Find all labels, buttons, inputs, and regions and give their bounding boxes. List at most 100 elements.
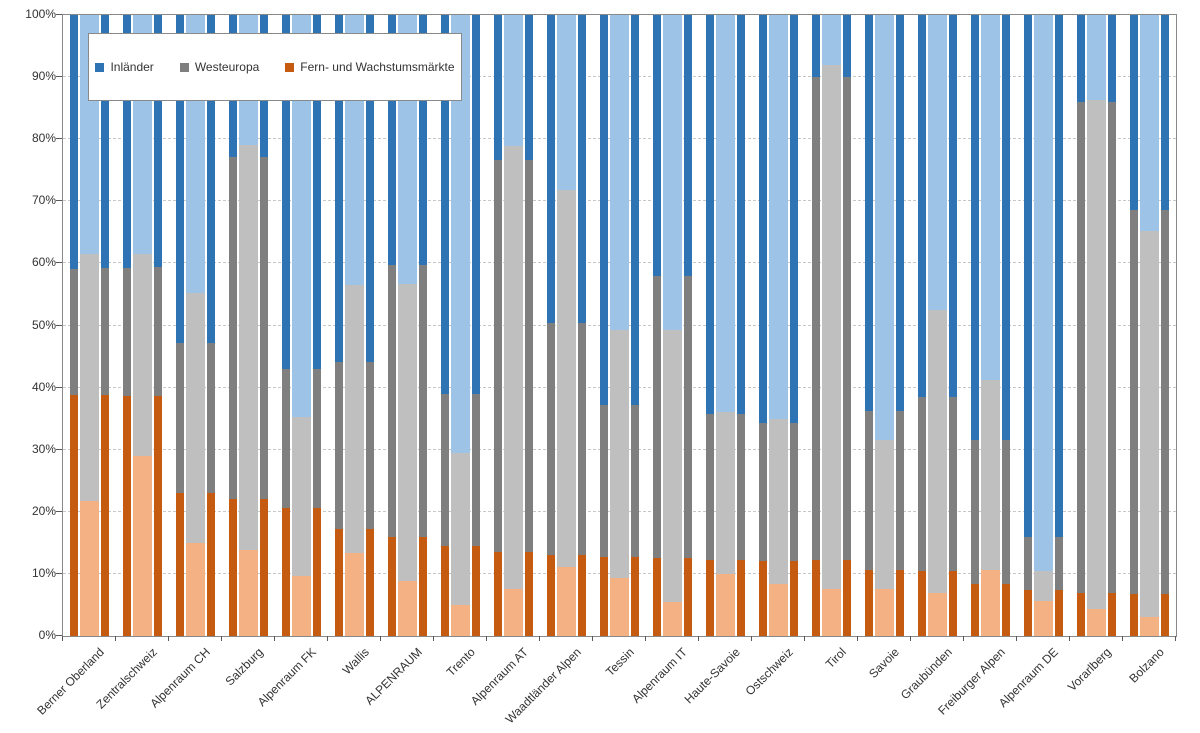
segment-inl bbox=[822, 15, 841, 66]
segment-fern bbox=[1034, 601, 1053, 636]
segment-fern bbox=[918, 571, 926, 636]
y-tick-mark-60 bbox=[56, 262, 62, 264]
segment-inl bbox=[1055, 15, 1063, 537]
segment-inl bbox=[865, 15, 873, 412]
segment-fern bbox=[1130, 593, 1138, 636]
bar-Bolzano-1 bbox=[1130, 15, 1138, 636]
segment-inl bbox=[706, 15, 714, 414]
segment-inl bbox=[949, 15, 957, 397]
segment-inl bbox=[1140, 15, 1159, 231]
segment-fern bbox=[1024, 590, 1032, 636]
bar-Berner Oberland-2 bbox=[80, 15, 99, 636]
segment-fern bbox=[1087, 608, 1106, 636]
segment-west bbox=[239, 145, 258, 551]
segment-inl bbox=[1108, 15, 1116, 102]
bar-Freiburger Alpen-3 bbox=[1002, 15, 1010, 636]
bar-Haute-Savoie-3 bbox=[737, 15, 745, 636]
bar-Wallis-2 bbox=[345, 15, 364, 636]
segment-inl bbox=[981, 15, 1000, 381]
segment-inl bbox=[971, 15, 979, 440]
segment-fern bbox=[578, 554, 586, 636]
segment-west bbox=[525, 160, 533, 552]
segment-inl bbox=[366, 15, 374, 362]
segment-fern bbox=[600, 556, 608, 636]
bar-Haute-Savoie-1 bbox=[706, 15, 714, 636]
x-tick-mark-14 bbox=[804, 636, 805, 641]
bar-Salzburg-3 bbox=[260, 15, 268, 636]
segment-west bbox=[706, 413, 714, 561]
x-tick-mark-2 bbox=[168, 636, 169, 641]
segment-fern bbox=[176, 493, 184, 636]
segment-inl bbox=[335, 15, 343, 362]
segment-west bbox=[822, 65, 841, 589]
y-tick-mark-20 bbox=[56, 510, 62, 512]
segment-fern bbox=[1108, 593, 1116, 636]
y-tick-mark-10 bbox=[56, 572, 62, 574]
x-tick-mark-7 bbox=[433, 636, 434, 641]
bar-Graubünden-1 bbox=[918, 15, 926, 636]
segment-inl bbox=[292, 15, 311, 417]
segment-west bbox=[229, 156, 237, 500]
segment-west bbox=[260, 156, 268, 500]
segment-inl bbox=[663, 15, 682, 331]
segment-inl bbox=[769, 15, 788, 419]
segment-fern bbox=[441, 545, 449, 636]
segment-west bbox=[176, 342, 184, 494]
bar-Salzburg-1 bbox=[229, 15, 237, 636]
segment-west bbox=[80, 254, 99, 501]
legend-swatch-icon bbox=[285, 62, 295, 72]
bar-Zentralschweiz-3 bbox=[154, 15, 162, 636]
segment-west bbox=[1108, 101, 1116, 594]
bar-Wallis-3 bbox=[366, 15, 374, 636]
segment-inl bbox=[1161, 15, 1169, 211]
legend-item-Westeuropa: Westeuropa bbox=[179, 60, 259, 74]
x-tick-mark-21 bbox=[1175, 636, 1176, 641]
bar-Zentralschweiz-1 bbox=[123, 15, 131, 636]
segment-fern bbox=[101, 395, 109, 636]
segment-west bbox=[419, 264, 427, 537]
bar-Tirol-2 bbox=[822, 15, 841, 636]
segment-fern bbox=[759, 561, 767, 636]
segment-west bbox=[345, 284, 364, 554]
x-tick-mark-8 bbox=[486, 636, 487, 641]
segment-fern bbox=[398, 581, 417, 636]
segment-inl bbox=[207, 15, 215, 343]
y-tick-mark-50 bbox=[56, 324, 62, 326]
segment-fern bbox=[335, 528, 343, 636]
bar-group-Alpenraum AT bbox=[487, 15, 540, 636]
segment-inl bbox=[525, 15, 533, 161]
bar-Bolzano-2 bbox=[1140, 15, 1159, 636]
bar-group-Vorarlberg bbox=[1070, 15, 1123, 636]
segment-inl bbox=[737, 15, 745, 414]
legend-swatch-icon bbox=[179, 62, 189, 72]
x-tick-mark-19 bbox=[1069, 636, 1070, 641]
segment-fern bbox=[451, 604, 470, 636]
x-tick-mark-18 bbox=[1016, 636, 1017, 641]
bar-ALPENRAUM-1 bbox=[388, 15, 396, 636]
bar-Wallis-1 bbox=[335, 15, 343, 636]
y-tick-label-70: 70% bbox=[31, 193, 56, 208]
segment-west bbox=[70, 269, 78, 396]
x-tick-mark-9 bbox=[539, 636, 540, 641]
segment-inl bbox=[610, 15, 629, 330]
segment-inl bbox=[790, 15, 798, 424]
y-tick-mark-80 bbox=[56, 138, 62, 140]
bar-Bolzano-3 bbox=[1161, 15, 1169, 636]
segment-west bbox=[547, 323, 555, 555]
bar-ALPENRAUM-3 bbox=[419, 15, 427, 636]
bar-Ostschweiz-1 bbox=[759, 15, 767, 636]
segment-inl bbox=[504, 15, 523, 147]
bar-Alpenraum FK-3 bbox=[313, 15, 321, 636]
bar-Waadtländer Alpen-2 bbox=[557, 15, 576, 636]
segment-fern bbox=[716, 573, 735, 636]
bar-group-ALPENRAUM bbox=[381, 15, 434, 636]
segment-west bbox=[769, 418, 788, 585]
segment-fern bbox=[865, 570, 873, 636]
bar-Alpenraum DE-2 bbox=[1034, 15, 1053, 636]
segment-west bbox=[1024, 536, 1032, 591]
y-tick-label-100: 100% bbox=[25, 7, 56, 21]
bar-group-Alpenraum IT bbox=[646, 15, 699, 636]
y-tick-mark-90 bbox=[56, 76, 62, 78]
legend-item-Fern- und Wachstumsmärkte: Fern- und Wachstumsmärkte bbox=[285, 60, 455, 74]
segment-inl bbox=[928, 15, 947, 310]
